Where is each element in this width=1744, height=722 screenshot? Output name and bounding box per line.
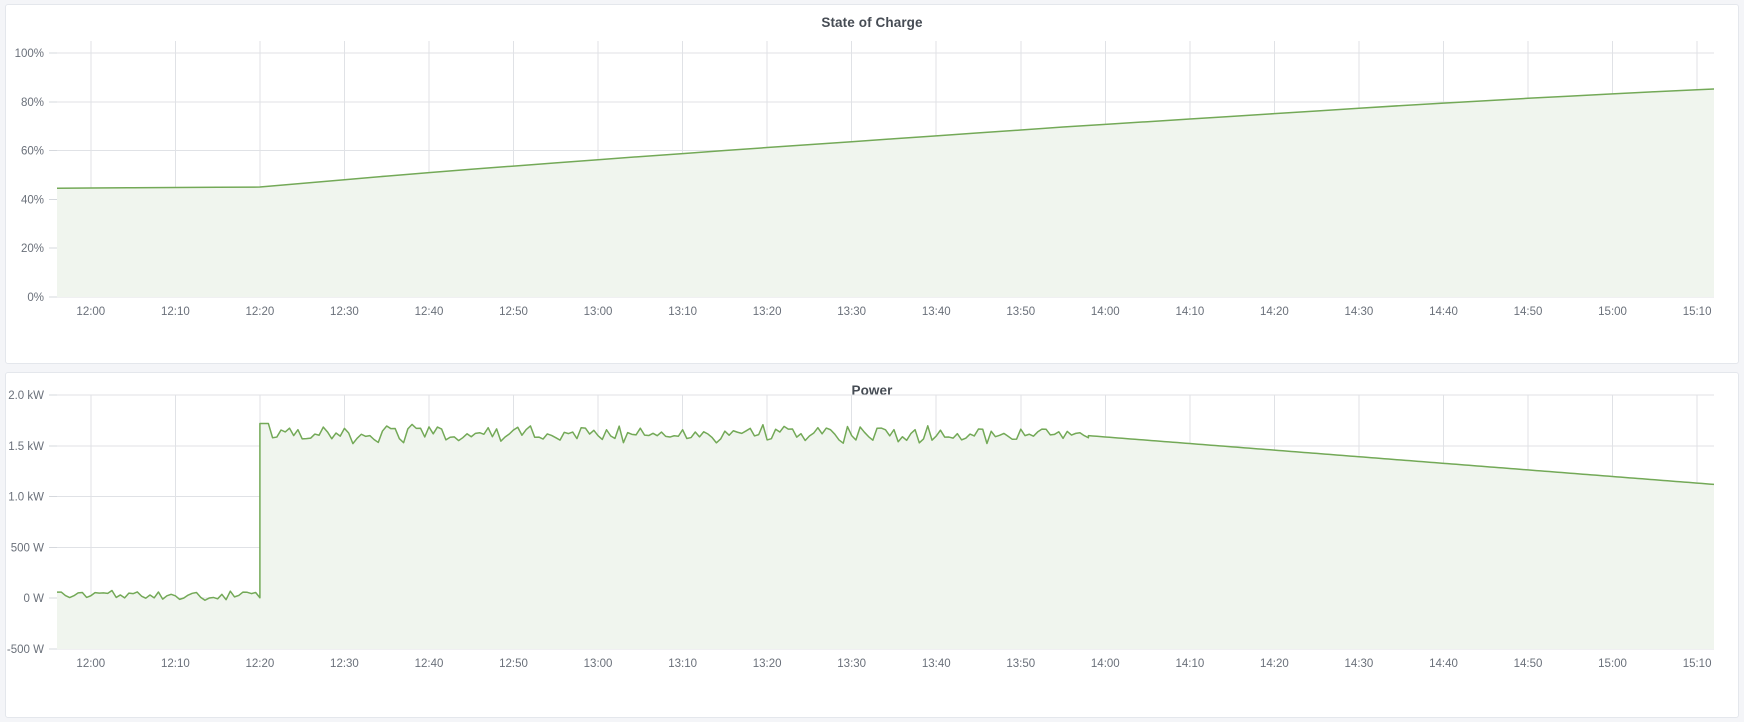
x-axis-tick-label: 12:00 xyxy=(76,306,105,318)
x-axis-tick-label: 13:30 xyxy=(837,658,866,670)
x-axis-tick-label: 13:30 xyxy=(837,306,866,318)
panel-title-state-of-charge: State of Charge xyxy=(821,15,923,30)
x-axis-tick-label: 12:40 xyxy=(415,306,444,318)
x-axis-tick-label: 14:00 xyxy=(1091,306,1120,318)
x-axis-tick-label: 14:10 xyxy=(1175,306,1204,318)
y-axis-tick-label: 80% xyxy=(21,97,44,109)
x-axis-tick-label: 13:10 xyxy=(668,658,697,670)
x-axis-tick-label: 12:20 xyxy=(246,306,275,318)
x-axis-tick-label: 14:40 xyxy=(1429,306,1458,318)
x-axis-tick-label: 14:10 xyxy=(1175,658,1204,670)
x-axis-tick-label: 12:00 xyxy=(76,658,105,670)
y-axis-tick-label: 500 W xyxy=(11,542,44,554)
x-axis-tick-label: 12:50 xyxy=(499,306,528,318)
x-axis-tick-label: 13:10 xyxy=(668,306,697,318)
x-axis-tick-label: 14:30 xyxy=(1345,658,1374,670)
x-axis-tick-label: 12:10 xyxy=(161,306,190,318)
x-axis-tick-label: 13:40 xyxy=(922,306,951,318)
y-axis-tick-label: 60% xyxy=(21,146,44,158)
x-axis-tick-label: 13:20 xyxy=(753,306,782,318)
x-axis-tick-label: 14:20 xyxy=(1260,658,1289,670)
x-axis-tick-label: 12:20 xyxy=(246,658,275,670)
x-axis-tick-label: 13:00 xyxy=(584,306,613,318)
x-axis-tick-label: 13:20 xyxy=(753,658,782,670)
x-axis-tick-label: 12:50 xyxy=(499,658,528,670)
chart-svg-power: -500 W 0 W 500 W 1.0 kW 1.5 kW 2.0 kW 12:00 12:… xyxy=(7,390,1714,670)
x-axis-tick-label: 14:50 xyxy=(1514,306,1543,318)
x-axis-tick-label: 13:50 xyxy=(1006,658,1035,670)
panel-state-of-charge: State of Charge 0% 20% 40% 60% 80% 100% 12:00 1… xyxy=(5,4,1739,364)
x-axis-tick-label: 14:30 xyxy=(1345,306,1374,318)
x-axis-tick-label: 15:00 xyxy=(1598,658,1627,670)
series-area-fill xyxy=(57,89,1714,297)
x-axis-tick-label: 14:00 xyxy=(1091,658,1120,670)
y-axis-tick-label: 1.0 kW xyxy=(8,492,44,504)
chart-svg-state-of-charge: 0% 20% 40% 60% 80% 100% 12:00 12:10 12:20 12:30 12… xyxy=(15,41,1714,318)
y-axis-tick-label: 40% xyxy=(21,194,44,206)
chart-power: -500 W 0 W 500 W 1.0 kW 1.5 kW 2.0 kW 12:00 12:… xyxy=(6,373,1738,717)
x-axis-tick-label: 12:30 xyxy=(330,306,359,318)
y-axis-tick-label: 20% xyxy=(21,243,44,255)
y-axis-tick-label: 2.0 kW xyxy=(8,390,44,402)
chart-state-of-charge: 0% 20% 40% 60% 80% 100% 12:00 12:10 12:20 12:30 12… xyxy=(6,5,1738,363)
x-axis-tick-label: 14:20 xyxy=(1260,306,1289,318)
y-axis-tick-label: 0% xyxy=(27,292,44,304)
y-axis-tick-label: 0 W xyxy=(24,593,45,605)
x-axis-tick-label: 12:40 xyxy=(415,658,444,670)
x-axis-tick-label: 14:40 xyxy=(1429,658,1458,670)
y-axis-tick-label: -500 W xyxy=(7,644,44,656)
panel-power: Power -500 W 0 W 500 W 1.0 kW 1.5 kW 2.0 kW 12… xyxy=(5,372,1739,718)
panel-title-power: Power xyxy=(851,383,893,398)
series-area-fill xyxy=(57,423,1714,649)
x-axis-tick-label: 13:00 xyxy=(584,658,613,670)
x-axis-tick-label: 12:30 xyxy=(330,658,359,670)
x-axis-tick-label: 12:10 xyxy=(161,658,190,670)
x-axis-tick-label: 15:00 xyxy=(1598,306,1627,318)
y-axis-tick-label: 100% xyxy=(15,48,44,60)
x-axis-tick-label: 13:40 xyxy=(922,658,951,670)
series-line-path xyxy=(57,88,1714,190)
x-axis-tick-label: 15:10 xyxy=(1683,306,1712,318)
x-axis-tick-label: 15:10 xyxy=(1683,658,1712,670)
y-axis-tick-label: 1.5 kW xyxy=(8,441,44,453)
x-axis-tick-label: 13:50 xyxy=(1006,306,1035,318)
series-line-path xyxy=(57,422,1714,601)
x-axis-tick-label: 14:50 xyxy=(1514,658,1543,670)
